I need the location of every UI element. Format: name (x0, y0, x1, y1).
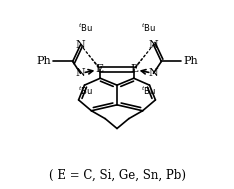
Text: N: N (149, 40, 158, 50)
Text: ( E = C, Si, Ge, Sn, Pb): ( E = C, Si, Ge, Sn, Pb) (48, 168, 186, 181)
Text: Ph: Ph (36, 57, 51, 67)
Text: $^t$Bu: $^t$Bu (141, 84, 156, 97)
Text: N: N (76, 40, 85, 50)
Text: $^t$Bu: $^t$Bu (141, 22, 156, 34)
Text: $^t$Bu: $^t$Bu (78, 22, 93, 34)
Text: E: E (131, 64, 139, 74)
Text: Ph: Ph (183, 57, 198, 67)
Text: N: N (149, 68, 158, 78)
Text: E: E (95, 64, 103, 74)
Text: N: N (76, 68, 85, 78)
Text: $^t$Bu: $^t$Bu (78, 84, 93, 97)
